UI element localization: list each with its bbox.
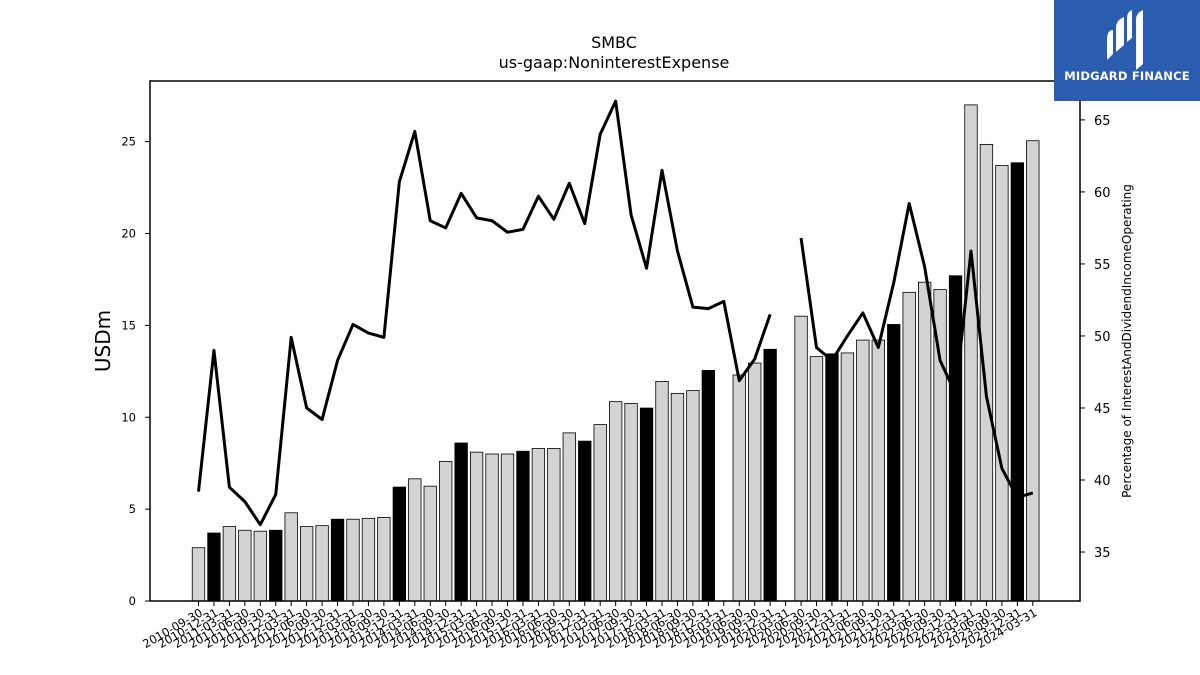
bar (299, 526, 314, 602)
bar (377, 517, 391, 602)
y2-tick-label: 40 (1094, 474, 1111, 489)
bar (392, 486, 407, 602)
bar (840, 352, 855, 602)
bar (763, 348, 777, 602)
bar (856, 339, 870, 602)
y-axis: 0 5 10 15 20 25 (121, 135, 150, 608)
bar (593, 424, 607, 602)
bar (284, 512, 298, 602)
bar (500, 453, 515, 602)
bar (454, 442, 468, 602)
bar (330, 518, 345, 602)
bar (408, 478, 422, 602)
y-tick-label: 5 (129, 502, 136, 516)
line-series (799, 201, 1034, 499)
bar (670, 392, 685, 602)
brand-mark-icon (1107, 10, 1143, 70)
bar (748, 362, 762, 602)
bar (562, 432, 576, 602)
bar (948, 275, 963, 602)
y-tick-label: 15 (121, 318, 136, 332)
y-tick-label: 20 (121, 227, 136, 241)
chart-subtitle: us-gaap:NoninterestExpense (499, 53, 730, 72)
y-tick-label: 0 (129, 594, 136, 608)
bar (315, 525, 329, 602)
bar-group (191, 104, 1040, 602)
y2-tick-label: 65 (1094, 114, 1111, 129)
y2-tick-label: 45 (1094, 402, 1111, 417)
y2-tick-label: 60 (1094, 186, 1111, 201)
bar (887, 324, 901, 602)
bar (809, 356, 824, 602)
bar (964, 104, 978, 602)
bar (624, 403, 638, 602)
x-axis: 2010-09-302010-12-312011-03-312011-06-30… (140, 601, 1039, 651)
bar (531, 448, 546, 602)
bar (1026, 140, 1040, 602)
line-group (197, 99, 1034, 527)
bar (701, 369, 715, 602)
bar (1010, 162, 1024, 602)
bar (191, 547, 206, 602)
bar (979, 143, 994, 602)
y-tick-label: 25 (121, 135, 136, 149)
brand-logo: MIDGARD FINANCE (1054, 0, 1200, 101)
bar (423, 485, 437, 602)
bar (995, 165, 1009, 602)
y-tick-label: 10 (121, 410, 136, 424)
bar (902, 291, 916, 602)
bar (485, 453, 499, 602)
bar (361, 517, 376, 602)
bar (609, 401, 623, 602)
bar (732, 374, 746, 602)
plot-frame (149, 80, 1081, 602)
bar (794, 315, 808, 602)
bar (578, 440, 592, 602)
bar (346, 518, 360, 602)
bar (825, 353, 839, 602)
brand-name: MIDGARD FINANCE (1064, 69, 1190, 83)
bar (469, 451, 484, 602)
bar (207, 532, 221, 602)
bar (516, 450, 530, 602)
bar (269, 529, 283, 602)
bar (655, 381, 669, 602)
bar (547, 448, 561, 602)
y2-tick-label: 55 (1094, 258, 1111, 273)
y-axis-label: USDm (91, 310, 115, 372)
bar (253, 530, 267, 602)
line-series (197, 99, 772, 527)
bar (918, 281, 932, 602)
bar (639, 407, 654, 602)
y2-tick-label: 35 (1094, 546, 1111, 561)
bar (439, 460, 453, 602)
bar (238, 529, 252, 602)
bar (686, 390, 700, 602)
y2-axis-label: Percentage of InterestAndDividendIncomeO… (1120, 184, 1134, 498)
bar (871, 339, 885, 602)
y2-axis: 35 40 45 50 55 60 65 (1080, 114, 1111, 561)
y2-tick-label: 50 (1094, 330, 1111, 345)
bar (222, 526, 237, 602)
chart-title: SMBC (591, 33, 637, 52)
